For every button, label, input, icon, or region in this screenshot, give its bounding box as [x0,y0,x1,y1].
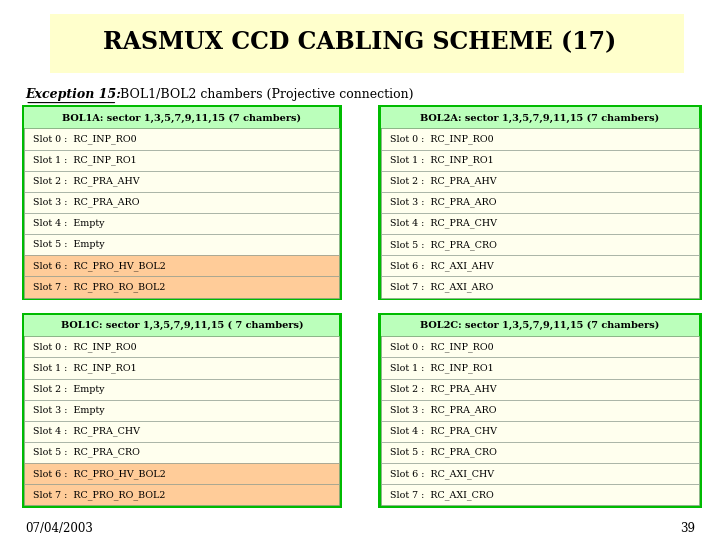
Text: BOL1C: sector 1,3,5,7,9,11,15 ( 7 chambers): BOL1C: sector 1,3,5,7,9,11,15 ( 7 chambe… [60,321,303,330]
Text: Slot 1 :  RC_INP_RO1: Slot 1 : RC_INP_RO1 [33,156,137,165]
Bar [24,379,339,400]
Bar [381,255,699,276]
Text: BOL1/BOL2 chambers (Projective connection): BOL1/BOL2 chambers (Projective connectio… [120,88,414,101]
Bar [24,336,339,357]
Bar [381,442,699,463]
Text: Slot 4 :  RC_PRA_CHV: Slot 4 : RC_PRA_CHV [33,427,140,436]
Text: Slot 2 :  RC_PRA_AHV: Slot 2 : RC_PRA_AHV [33,177,140,186]
Text: Slot 3 :  RC_PRA_ARO: Slot 3 : RC_PRA_ARO [33,198,140,207]
Bar [381,421,699,442]
Bar [24,315,339,336]
Text: Slot 1 :  RC_INP_RO1: Slot 1 : RC_INP_RO1 [390,363,493,373]
Text: Slot 7 :  RC_AXI_ARO: Slot 7 : RC_AXI_ARO [390,282,493,292]
Text: RASMUX CCD CABLING SCHEME (17): RASMUX CCD CABLING SCHEME (17) [104,31,616,55]
Bar [381,150,699,171]
Text: Slot 4 :  Empty: Slot 4 : Empty [33,219,104,228]
Text: Slot 4 :  RC_PRA_CHV: Slot 4 : RC_PRA_CHV [390,427,497,436]
Text: Slot 0 :  RC_INP_RO0: Slot 0 : RC_INP_RO0 [390,134,493,144]
Text: Slot 1 :  RC_INP_RO1: Slot 1 : RC_INP_RO1 [390,156,493,165]
Text: Slot 6 :  RC_AXI_AHV: Slot 6 : RC_AXI_AHV [390,261,493,271]
Bar [24,400,339,421]
Bar [381,336,699,357]
Bar [24,192,339,213]
Text: Slot 7 :  RC_PRO_RO_BOL2: Slot 7 : RC_PRO_RO_BOL2 [33,282,166,292]
Bar [24,442,339,463]
Text: Slot 6 :  RC_AXI_CHV: Slot 6 : RC_AXI_CHV [390,469,494,478]
Bar [24,484,339,505]
Bar [381,107,699,129]
Text: Slot 5 :  RC_PRA_CRO: Slot 5 : RC_PRA_CRO [390,448,496,457]
Text: Slot 3 :  Empty: Slot 3 : Empty [33,406,104,415]
Bar [381,276,699,298]
Bar [381,234,699,255]
Text: Slot 2 :  Empty: Slot 2 : Empty [33,384,104,394]
Text: Slot 0 :  RC_INP_RO0: Slot 0 : RC_INP_RO0 [390,342,493,352]
Text: Slot 7 :  RC_AXI_CRO: Slot 7 : RC_AXI_CRO [390,490,493,500]
Bar [24,421,339,442]
Bar [381,379,699,400]
FancyBboxPatch shape [50,14,684,73]
Bar [381,484,699,505]
Bar [378,313,702,508]
Text: BOL1A: sector 1,3,5,7,9,11,15 (7 chambers): BOL1A: sector 1,3,5,7,9,11,15 (7 chamber… [63,113,301,123]
Bar [381,171,699,192]
Bar [378,105,702,300]
Bar [381,213,699,234]
Text: Slot 5 :  RC_PRA_CRO: Slot 5 : RC_PRA_CRO [33,448,140,457]
Text: BOL2A: sector 1,3,5,7,9,11,15 (7 chambers): BOL2A: sector 1,3,5,7,9,11,15 (7 chamber… [420,113,660,123]
Bar [24,150,339,171]
Bar [381,463,699,484]
Bar [24,107,339,129]
Text: Slot 0 :  RC_INP_RO0: Slot 0 : RC_INP_RO0 [33,342,137,352]
Bar [24,129,339,150]
Text: Slot 2 :  RC_PRA_AHV: Slot 2 : RC_PRA_AHV [390,177,496,186]
Text: Slot 0 :  RC_INP_RO0: Slot 0 : RC_INP_RO0 [33,134,137,144]
Bar [381,315,699,336]
Text: BOL2C: sector 1,3,5,7,9,11,15 (7 chambers): BOL2C: sector 1,3,5,7,9,11,15 (7 chamber… [420,321,660,330]
Bar [24,213,339,234]
Text: Slot 4 :  RC_PRA_CHV: Slot 4 : RC_PRA_CHV [390,219,497,228]
Text: Slot 6 :  RC_PRO_HV_BOL2: Slot 6 : RC_PRO_HV_BOL2 [33,469,166,478]
Bar [381,192,699,213]
Text: Slot 5 :  Empty: Slot 5 : Empty [33,240,104,249]
Text: Slot 2 :  RC_PRA_AHV: Slot 2 : RC_PRA_AHV [390,384,496,394]
Bar [381,129,699,150]
Text: Slot 6 :  RC_PRO_HV_BOL2: Slot 6 : RC_PRO_HV_BOL2 [33,261,166,271]
Text: Slot 7 :  RC_PRO_RO_BOL2: Slot 7 : RC_PRO_RO_BOL2 [33,490,166,500]
Text: 07/04/2003: 07/04/2003 [25,522,93,535]
Text: Slot 3 :  RC_PRA_ARO: Slot 3 : RC_PRA_ARO [390,198,496,207]
Bar [24,234,339,255]
Bar [22,313,342,508]
Bar [24,171,339,192]
Text: 39: 39 [680,522,695,535]
Bar [381,400,699,421]
Text: Slot 1 :  RC_INP_RO1: Slot 1 : RC_INP_RO1 [33,363,137,373]
Bar [381,357,699,379]
Bar [22,105,342,300]
Text: Exception 15:: Exception 15: [25,88,121,101]
Bar [24,463,339,484]
Text: Slot 5 :  RC_PRA_CRO: Slot 5 : RC_PRA_CRO [390,240,496,249]
Bar [24,276,339,298]
Text: Slot 3 :  RC_PRA_ARO: Slot 3 : RC_PRA_ARO [390,406,496,415]
Bar [24,357,339,379]
Bar [24,255,339,276]
